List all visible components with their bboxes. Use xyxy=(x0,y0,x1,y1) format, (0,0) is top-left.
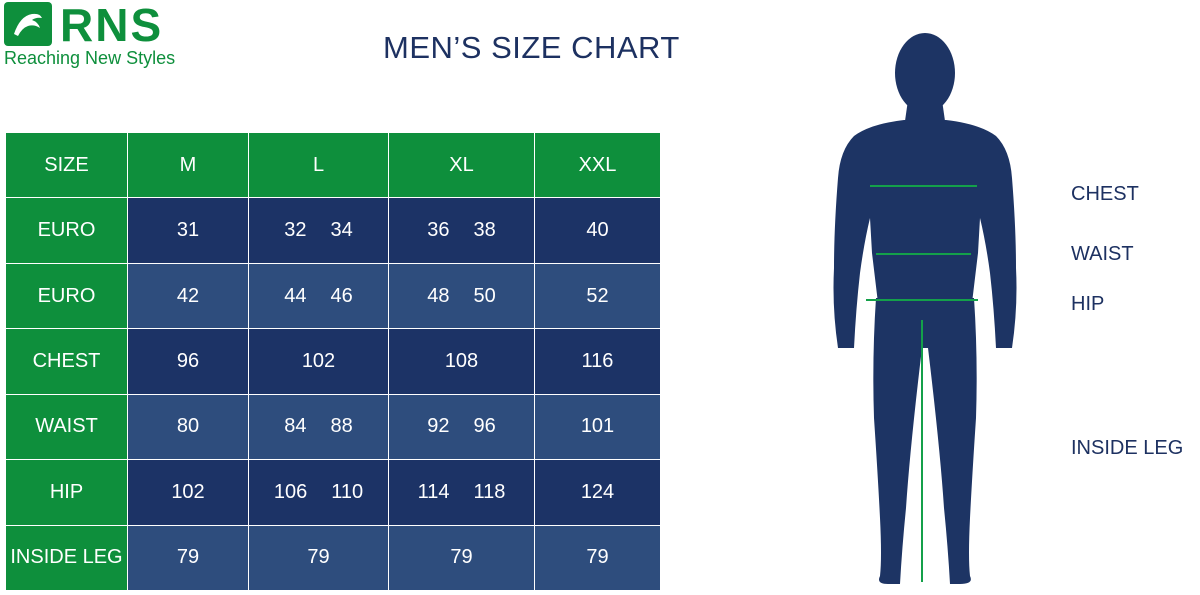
cell-value: 36 xyxy=(427,219,450,242)
cell-value: 106 xyxy=(273,480,308,503)
header-cell: SIZE xyxy=(5,131,128,199)
body-figure xyxy=(833,33,1017,584)
table-cell: 84 88 xyxy=(248,393,389,461)
cell-value: 102 xyxy=(301,349,336,372)
cell-value: 96 xyxy=(473,415,496,438)
header-cell: XXL xyxy=(534,131,661,199)
table-cell: 106 110 xyxy=(248,459,389,526)
cell-value: 34 xyxy=(330,219,353,242)
cell-value: 50 xyxy=(473,284,496,307)
table-cell: 48 50 xyxy=(388,262,535,330)
cell-value: 108 xyxy=(444,349,479,372)
table-cell: 79 xyxy=(127,524,249,592)
cell-value: 80 xyxy=(176,415,200,438)
row-label: HIP xyxy=(5,459,128,526)
cell-value: 124 xyxy=(580,480,615,503)
row-label: EURO xyxy=(5,197,128,264)
table-cell: 96 xyxy=(127,328,249,395)
cell-value: 102 xyxy=(171,480,205,503)
table-row: INSIDE LEG 79 79 79 79 xyxy=(5,524,661,592)
table-cell: 92 96 xyxy=(388,393,535,461)
brand-tagline: Reaching New Styles xyxy=(4,48,176,68)
body-silhouette xyxy=(833,33,1017,584)
cell-value: 38 xyxy=(473,219,496,242)
table-cell: 101 xyxy=(534,393,661,461)
table-cell: 114 118 xyxy=(388,459,535,526)
label-waist: WAIST xyxy=(1071,243,1134,265)
table-row: HIP 102 106 110 114 118 124 xyxy=(5,459,661,526)
header-cell: XL xyxy=(388,131,535,199)
logo-mark-icon xyxy=(4,2,52,46)
table-cell: 124 xyxy=(534,459,661,526)
cell-value: 88 xyxy=(330,415,353,438)
cell-value: 32 xyxy=(284,219,307,242)
cell-value: 114 xyxy=(417,480,450,503)
cell-value: 110 xyxy=(331,480,364,503)
cell-value: 40 xyxy=(586,219,609,242)
table-cell: 79 xyxy=(534,524,661,592)
row-label: EURO xyxy=(5,262,128,330)
header-cell: M xyxy=(127,131,249,199)
table-row: EURO 31 32 34 36 38 40 xyxy=(5,197,661,264)
label-inside-leg: INSIDE LEG xyxy=(1071,437,1184,459)
table-cell: 31 xyxy=(127,197,249,264)
table-cell: 44 46 xyxy=(248,262,389,330)
table-cell: 52 xyxy=(534,262,661,330)
table-cell: 79 xyxy=(248,524,389,592)
table-cell: 80 xyxy=(127,393,249,461)
cell-value: 79 xyxy=(586,546,609,569)
cell-value: 31 xyxy=(176,219,200,242)
row-label: INSIDE LEG xyxy=(5,524,128,592)
label-hip: HIP xyxy=(1071,293,1105,315)
cell-value: 52 xyxy=(586,284,609,307)
header-cell: L xyxy=(248,131,389,199)
table-cell: 102 xyxy=(127,459,249,526)
cell-value: 96 xyxy=(176,349,200,372)
label-chest: CHEST xyxy=(1071,183,1139,205)
brand-name: RNS xyxy=(60,0,164,51)
table-row: CHEST 96 102 108 116 xyxy=(5,328,661,395)
table-cell: 40 xyxy=(534,197,661,264)
table-cell: 116 xyxy=(534,328,661,395)
size-chart-table: SIZE M L XL XXL EURO 31 32 34 36 38 40 EURO 42 44 46 48 5… xyxy=(5,131,661,592)
row-label: WAIST xyxy=(5,393,128,461)
cell-value: 92 xyxy=(427,415,450,438)
cell-value: 79 xyxy=(307,546,330,569)
cell-value: 46 xyxy=(330,284,353,307)
cell-value: 101 xyxy=(580,415,615,438)
cell-value: 42 xyxy=(176,284,200,307)
table-row: EURO 42 44 46 48 50 52 xyxy=(5,262,661,330)
table-row: WAIST 80 84 88 92 96 101 xyxy=(5,393,661,461)
brand-logo: RNS Reaching New Styles xyxy=(4,0,204,72)
measurement-lines xyxy=(866,185,978,582)
table-cell: 79 xyxy=(388,524,535,592)
table-header-row: SIZE M L XL XXL xyxy=(5,131,661,199)
table-cell: 108 xyxy=(388,328,535,395)
page-title: MEN’S SIZE CHART xyxy=(383,30,680,65)
cell-value: 84 xyxy=(284,415,307,438)
cell-value: 44 xyxy=(284,284,307,307)
cell-value: 48 xyxy=(427,284,450,307)
cell-value: 118 xyxy=(473,480,506,503)
cell-value: 116 xyxy=(581,349,614,372)
table-cell: 102 xyxy=(248,328,389,395)
table-cell: 32 34 xyxy=(248,197,389,264)
row-label: CHEST xyxy=(5,328,128,395)
table-cell: 42 xyxy=(127,262,249,330)
table-cell: 36 38 xyxy=(388,197,535,264)
cell-value: 79 xyxy=(176,546,200,569)
cell-value: 79 xyxy=(450,546,473,569)
